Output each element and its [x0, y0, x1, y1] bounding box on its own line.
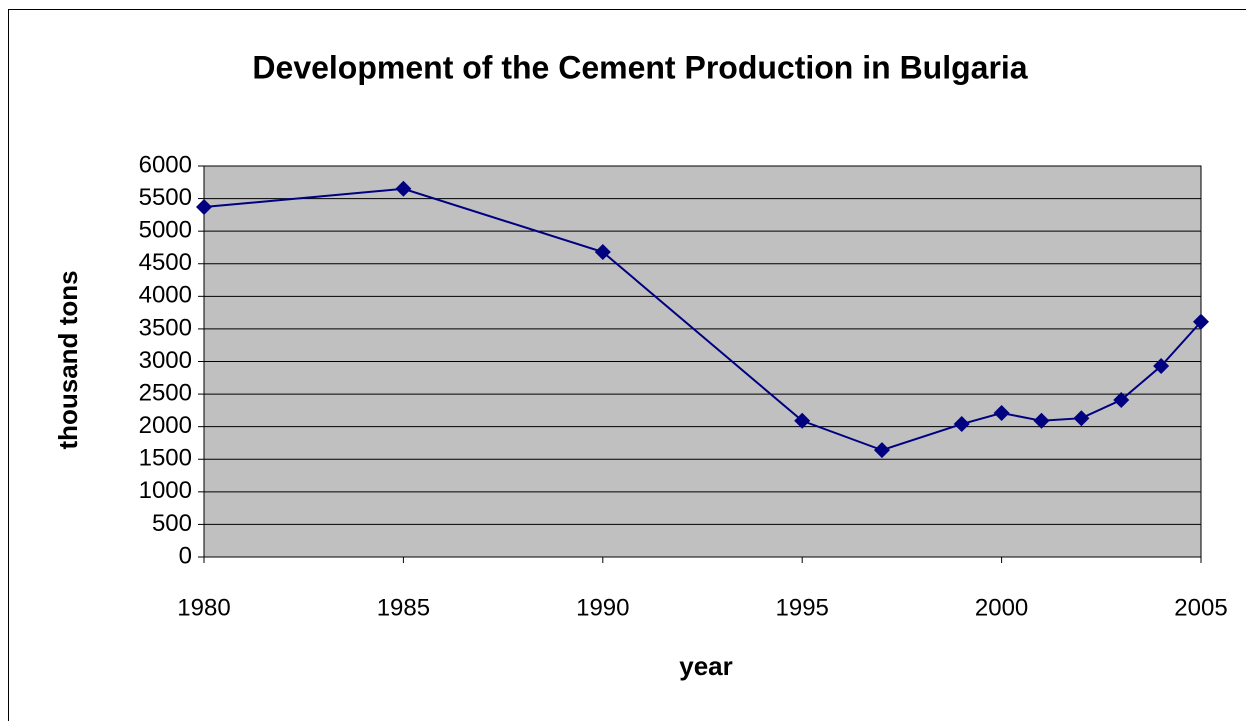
y-tick-label: 2000 — [139, 412, 192, 439]
data-point — [953, 416, 970, 433]
x-tick-label: 1990 — [576, 594, 629, 621]
y-tick-label: 4000 — [139, 282, 192, 309]
data-point — [1153, 358, 1170, 375]
y-tick-label: 5500 — [139, 184, 192, 211]
y-tick-label: 3000 — [139, 347, 192, 374]
plot-border — [203, 165, 1202, 558]
y-tick-label: 6000 — [139, 151, 192, 178]
y-tick-label: 4500 — [139, 249, 192, 276]
y-tick-label: 1500 — [139, 445, 192, 472]
y-tick-label: 500 — [152, 510, 192, 537]
data-point — [594, 244, 611, 261]
chart-title: Development of the Cement Production in … — [252, 49, 1027, 85]
x-tick-label: 1995 — [776, 594, 829, 621]
y-axis-label: thousand tons — [53, 270, 83, 449]
data-point — [395, 180, 412, 197]
y-tick-label: 1000 — [139, 477, 192, 504]
series-line — [203, 187, 1202, 452]
x-tick-label: 2005 — [1174, 594, 1227, 621]
x-tick-label: 2000 — [975, 594, 1028, 621]
x-tick-label: 1980 — [177, 594, 230, 621]
y-tick-label: 2500 — [139, 379, 192, 406]
data-point — [1113, 391, 1130, 408]
y-tick-label: 0 — [179, 542, 192, 569]
data-point — [794, 412, 811, 429]
data-point — [196, 199, 212, 216]
x-tick-label: 1985 — [377, 594, 430, 621]
x-axis-label: year — [679, 651, 733, 681]
data-point — [1073, 410, 1090, 427]
data-point — [1033, 412, 1050, 429]
data-point — [993, 404, 1010, 421]
data-point — [873, 442, 890, 459]
y-tick-label: 5000 — [139, 217, 192, 244]
y-tick-label: 3500 — [139, 314, 192, 341]
data-point — [1193, 313, 1209, 330]
